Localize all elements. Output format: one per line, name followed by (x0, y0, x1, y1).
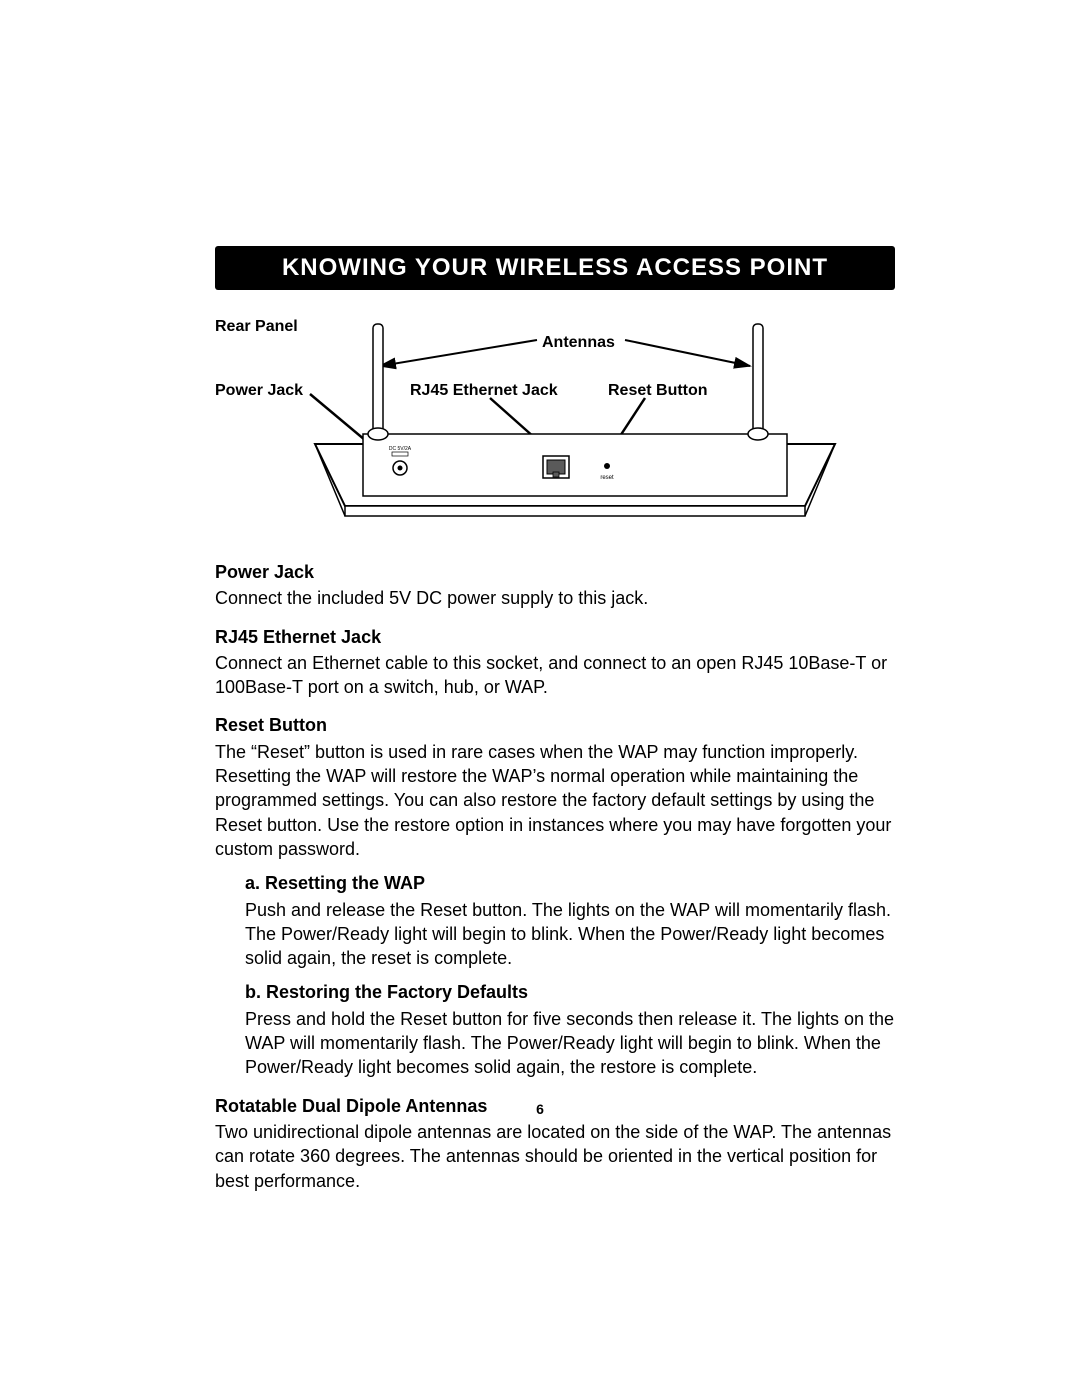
body-power-jack: Connect the included 5V DC power supply … (215, 586, 895, 610)
heading-rj45: RJ45 Ethernet Jack (215, 625, 895, 649)
body-sub-b: Press and hold the Reset button for five… (245, 1007, 895, 1080)
heading-reset: Reset Button (215, 713, 895, 737)
body-reset: The “Reset” button is used in rare cases… (215, 740, 895, 861)
manual-page: KNOWING YOUR WIRELESS ACCESS POINT Rear … (0, 0, 1080, 1397)
svg-text:DC 5V/2A: DC 5V/2A (389, 446, 412, 452)
sub-a: a. Resetting the WAP Push and release th… (245, 871, 895, 970)
page-title: KNOWING YOUR WIRELESS ACCESS POINT (282, 254, 828, 281)
heading-sub-a: a. Resetting the WAP (245, 871, 895, 895)
svg-text:reset: reset (600, 475, 614, 481)
body-rj45: Connect an Ethernet cable to this socket… (215, 651, 895, 700)
page-number: 6 (0, 1101, 1080, 1117)
heading-sub-b: b. Restoring the Factory Defaults (245, 980, 895, 1004)
page-content: Rear Panel Antennas Power Jack RJ45 Ethe… (215, 316, 895, 1193)
label-rear-panel: Rear Panel (215, 316, 298, 338)
device-illustration: DC 5V/2A reset (315, 316, 835, 546)
body-sub-a: Push and release the Reset button. The l… (245, 898, 895, 971)
rear-panel-diagram: Rear Panel Antennas Power Jack RJ45 Ethe… (215, 316, 895, 546)
body-antennas: Two unidirectional dipole antennas are l… (215, 1120, 895, 1193)
label-power-jack: Power Jack (215, 380, 303, 402)
heading-power-jack: Power Jack (215, 560, 895, 584)
sub-b: b. Restoring the Factory Defaults Press … (245, 980, 895, 1079)
page-title-bar: KNOWING YOUR WIRELESS ACCESS POINT (215, 246, 895, 290)
